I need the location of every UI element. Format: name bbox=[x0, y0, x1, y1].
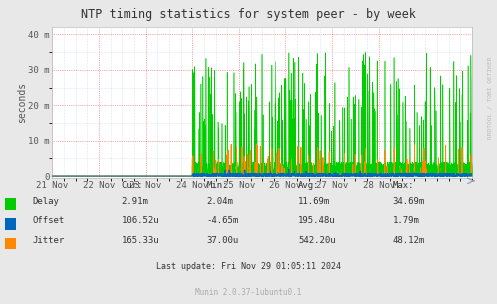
Text: 11.69m: 11.69m bbox=[298, 197, 331, 206]
Text: 1.79m: 1.79m bbox=[393, 216, 419, 226]
Y-axis label: seconds: seconds bbox=[16, 82, 26, 123]
Text: NTP timing statistics for system peer - by week: NTP timing statistics for system peer - … bbox=[81, 8, 416, 21]
Text: Munin 2.0.37-1ubuntu0.1: Munin 2.0.37-1ubuntu0.1 bbox=[195, 288, 302, 298]
Text: 165.33u: 165.33u bbox=[122, 236, 160, 245]
Text: 2.04m: 2.04m bbox=[206, 197, 233, 206]
Text: 195.48u: 195.48u bbox=[298, 216, 336, 226]
Text: RRDTOOL / TOBI OETIKER: RRDTOOL / TOBI OETIKER bbox=[487, 56, 492, 139]
Text: Max:: Max: bbox=[393, 181, 414, 191]
Text: 34.69m: 34.69m bbox=[393, 197, 425, 206]
Text: 542.20u: 542.20u bbox=[298, 236, 336, 245]
Text: -4.65m: -4.65m bbox=[206, 216, 239, 226]
Text: 106.52u: 106.52u bbox=[122, 216, 160, 226]
Text: Jitter: Jitter bbox=[32, 236, 65, 245]
Text: Min:: Min: bbox=[206, 181, 228, 191]
Text: Offset: Offset bbox=[32, 216, 65, 226]
Text: Cur:: Cur: bbox=[122, 181, 143, 191]
Text: 37.00u: 37.00u bbox=[206, 236, 239, 245]
Text: Delay: Delay bbox=[32, 197, 59, 206]
Text: Avg:: Avg: bbox=[298, 181, 320, 191]
Text: 2.91m: 2.91m bbox=[122, 197, 149, 206]
Text: 48.12m: 48.12m bbox=[393, 236, 425, 245]
Text: Last update: Fri Nov 29 01:05:11 2024: Last update: Fri Nov 29 01:05:11 2024 bbox=[156, 262, 341, 271]
